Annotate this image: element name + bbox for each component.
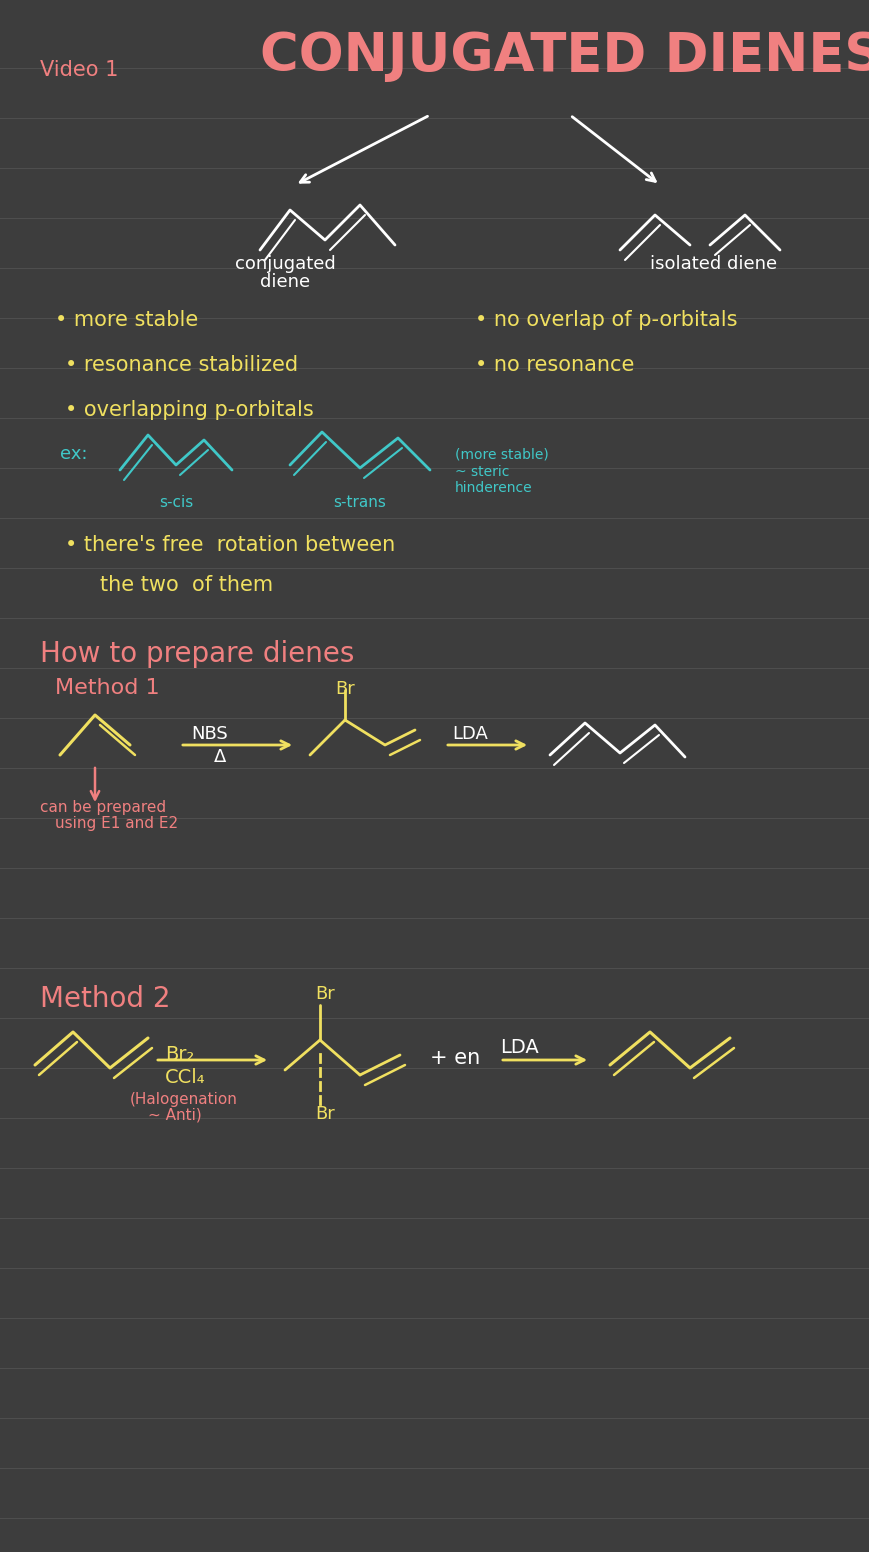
Text: hinderence: hinderence: [454, 481, 532, 495]
Text: (more stable): (more stable): [454, 449, 548, 462]
Text: using E1 and E2: using E1 and E2: [55, 816, 178, 830]
Text: + en: + en: [429, 1048, 480, 1068]
Text: conjugated: conjugated: [235, 255, 335, 273]
Text: Method 1: Method 1: [55, 678, 159, 698]
Text: s-trans: s-trans: [333, 495, 386, 511]
Text: • more stable: • more stable: [55, 310, 198, 331]
Text: Δ: Δ: [214, 748, 226, 767]
Text: Br₂: Br₂: [165, 1044, 194, 1065]
Text: diene: diene: [260, 273, 309, 292]
Text: NBS: NBS: [191, 725, 228, 743]
Text: (Halogenation: (Halogenation: [129, 1093, 237, 1107]
Text: • no overlap of p-orbitals: • no overlap of p-orbitals: [474, 310, 737, 331]
Text: • overlapping p-orbitals: • overlapping p-orbitals: [65, 400, 314, 421]
Text: the two  of them: the two of them: [100, 574, 273, 594]
Text: ex:: ex:: [60, 445, 88, 462]
Text: • there's free  rotation between: • there's free rotation between: [65, 535, 395, 556]
Text: ~ Anti): ~ Anti): [148, 1108, 202, 1124]
Text: How to prepare dienes: How to prepare dienes: [40, 639, 354, 667]
Text: Video 1: Video 1: [40, 61, 118, 81]
Text: Method 2: Method 2: [40, 986, 170, 1013]
Text: s-cis: s-cis: [159, 495, 193, 511]
Text: can be prepared: can be prepared: [40, 799, 166, 815]
Text: isolated diene: isolated diene: [649, 255, 776, 273]
Text: ~ steric: ~ steric: [454, 466, 508, 480]
Text: CONJUGATED DIENES: CONJUGATED DIENES: [260, 29, 869, 82]
Text: • resonance stabilized: • resonance stabilized: [65, 355, 298, 376]
Text: LDA: LDA: [452, 725, 488, 743]
Text: Br: Br: [315, 986, 335, 1003]
Text: CCl₄: CCl₄: [165, 1068, 205, 1086]
Text: Br: Br: [315, 1105, 335, 1124]
Text: LDA: LDA: [500, 1038, 539, 1057]
Text: Br: Br: [335, 680, 355, 698]
Text: • no resonance: • no resonance: [474, 355, 634, 376]
